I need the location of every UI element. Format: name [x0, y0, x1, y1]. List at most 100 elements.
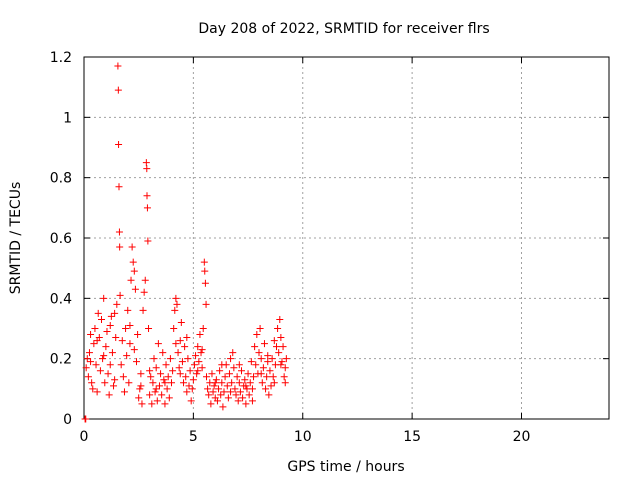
data-point	[92, 361, 100, 369]
data-point	[217, 391, 225, 399]
data-point	[258, 379, 266, 387]
x-tick-label: 5	[189, 429, 198, 445]
data-point	[118, 337, 126, 345]
data-point	[144, 237, 152, 245]
data-point	[153, 397, 161, 405]
data-point	[141, 276, 149, 284]
data-point	[176, 337, 184, 345]
data-point	[149, 379, 157, 387]
data-point	[115, 228, 123, 236]
data-point	[275, 349, 283, 357]
data-point	[150, 355, 158, 363]
data-point	[163, 385, 171, 393]
data-point	[129, 258, 137, 266]
data-point	[212, 376, 220, 384]
grid	[84, 57, 609, 419]
data-point	[99, 355, 107, 363]
data-point	[128, 243, 136, 251]
data-point	[127, 276, 135, 284]
data-point	[126, 321, 134, 329]
data-point	[174, 349, 182, 357]
data-point	[186, 367, 194, 375]
data-point	[135, 394, 143, 402]
data-point	[140, 288, 148, 296]
y-tick-label: 0.8	[50, 171, 72, 187]
data-point	[162, 361, 170, 369]
data-point	[270, 337, 278, 345]
data-point	[202, 300, 210, 308]
data-point	[175, 364, 183, 372]
data-point	[182, 373, 190, 381]
data-point	[211, 379, 219, 387]
data-point	[136, 385, 144, 393]
data-point	[183, 388, 191, 396]
data-point	[139, 306, 147, 314]
data-point	[197, 349, 205, 357]
data-point	[119, 373, 127, 381]
data-point	[87, 358, 95, 366]
data-point	[106, 321, 114, 329]
data-point	[104, 370, 112, 378]
data-point	[85, 349, 93, 357]
data-point	[123, 352, 131, 360]
data-point	[220, 388, 228, 396]
data-point	[252, 361, 260, 369]
y-tick-label: 1.2	[50, 50, 72, 66]
data-point	[117, 361, 125, 369]
data-point	[96, 367, 104, 375]
data-point	[83, 355, 91, 363]
x-tick-label: 15	[403, 429, 421, 445]
data-point	[178, 358, 186, 366]
data-point	[161, 400, 169, 408]
data-point	[199, 325, 207, 332]
data-point	[223, 382, 231, 390]
x-tick-label: 20	[513, 429, 531, 445]
data-point	[103, 328, 111, 336]
data-point	[235, 361, 243, 369]
data-point	[248, 385, 256, 393]
data-point	[209, 388, 217, 396]
data-point	[131, 285, 139, 293]
data-point	[145, 325, 153, 332]
data-point	[176, 370, 184, 378]
y-tick-label: 1	[63, 110, 72, 126]
data-point	[256, 325, 264, 332]
y-tick-label: 0.4	[50, 291, 72, 307]
data-point	[166, 355, 174, 363]
data-point	[273, 343, 280, 351]
data-point	[146, 367, 154, 375]
data-point	[204, 385, 212, 393]
data-point	[155, 382, 163, 390]
data-point	[195, 358, 203, 366]
data-point	[137, 382, 145, 390]
data-point	[146, 391, 154, 399]
data-point	[282, 355, 290, 363]
data-point	[187, 397, 195, 405]
data-point	[259, 364, 267, 372]
data-point	[108, 349, 116, 357]
data-point	[180, 379, 188, 387]
data-point	[120, 388, 128, 396]
data-point	[107, 312, 115, 320]
data-point	[177, 318, 185, 326]
data-point	[98, 315, 105, 323]
data-point	[193, 370, 201, 378]
data-point	[262, 385, 270, 393]
data-point	[200, 258, 208, 266]
data-point	[151, 388, 159, 396]
data-point	[110, 382, 118, 390]
data-point	[133, 358, 140, 366]
data-point	[112, 334, 120, 342]
data-point	[210, 382, 218, 390]
data-point	[82, 364, 90, 372]
data-point	[169, 367, 177, 375]
data-point	[277, 334, 285, 342]
y-axis: 0 0.2 0.4 0.6 0.8 1 1.2	[50, 50, 609, 428]
data-point	[122, 325, 130, 332]
data-point	[137, 370, 145, 378]
data-point	[84, 373, 92, 381]
data-point	[215, 385, 223, 393]
data-point	[265, 391, 273, 399]
data-point	[266, 367, 274, 375]
